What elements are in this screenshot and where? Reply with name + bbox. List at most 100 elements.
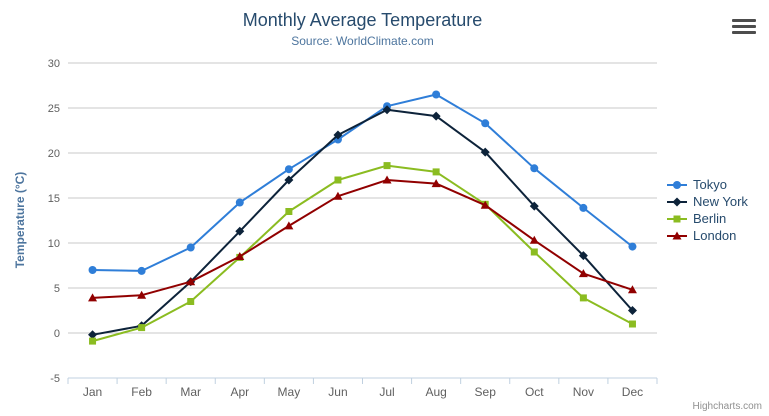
data-point	[334, 176, 342, 184]
data-point	[137, 290, 147, 299]
legend-item-new-york[interactable]: New York	[666, 193, 748, 210]
y-tick-label: 30	[48, 58, 60, 70]
legend-label: New York	[693, 194, 748, 209]
data-point	[579, 294, 587, 302]
y-axis-title: Temperature (°C)	[13, 171, 27, 269]
x-tick-label: Jan	[83, 385, 102, 399]
data-point	[628, 320, 636, 328]
data-point	[89, 337, 97, 345]
y-tick-label: 15	[48, 193, 60, 205]
data-point	[235, 252, 245, 260]
y-tick-label: 0	[54, 328, 60, 340]
data-point	[529, 201, 539, 211]
x-tick-label: Apr	[230, 385, 249, 399]
data-point	[672, 231, 682, 239]
legend-label: Berlin	[693, 211, 727, 226]
data-point	[432, 168, 440, 176]
diamond-legend-marker-icon	[667, 197, 687, 206]
data-point	[481, 119, 490, 128]
data-point	[88, 293, 98, 302]
data-point	[382, 105, 392, 115]
hamburger-bar	[732, 25, 756, 28]
series-tokyo[interactable]	[88, 90, 637, 275]
y-tick-label: 25	[48, 103, 60, 115]
square-legend-marker-icon	[667, 215, 687, 222]
legend: Tokyo New York Berlin London	[666, 176, 748, 244]
data-point	[628, 242, 637, 251]
data-point	[431, 179, 441, 188]
y-tick-label: -5	[50, 373, 60, 385]
data-point	[431, 111, 441, 121]
data-point	[530, 164, 539, 173]
series-new-york[interactable]	[88, 105, 637, 340]
data-point	[383, 162, 391, 170]
data-point	[235, 226, 245, 236]
x-axis-ticks	[67, 378, 658, 384]
x-tick-label: Nov	[573, 385, 594, 399]
data-point	[672, 197, 682, 206]
data-point	[88, 330, 98, 340]
data-point	[284, 221, 294, 230]
data-point	[627, 285, 637, 294]
series-line	[91, 179, 634, 299]
y-tick-label: 10	[48, 238, 60, 250]
x-tick-label: Dec	[622, 385, 643, 399]
hamburger-icon[interactable]	[732, 19, 756, 35]
y-tick-label: 5	[54, 283, 60, 295]
data-point	[284, 165, 293, 174]
y-tick-label: 20	[48, 148, 60, 160]
legend-item-london[interactable]: London	[666, 227, 748, 244]
y-axis-labels: -5 0 5 10 15 20 25 30	[48, 58, 60, 385]
data-point	[186, 243, 195, 252]
legend-label: Tokyo	[693, 177, 727, 192]
x-tick-label: Jun	[328, 385, 347, 399]
series-line	[91, 93, 634, 272]
legend-item-berlin[interactable]: Berlin	[666, 210, 748, 227]
data-point	[186, 277, 196, 286]
data-point	[530, 248, 538, 256]
data-point	[284, 175, 294, 185]
data-point	[480, 147, 490, 157]
data-point	[333, 191, 343, 200]
data-point	[578, 251, 588, 261]
hamburger-bar	[732, 31, 756, 34]
data-point	[673, 215, 681, 222]
data-point	[138, 324, 146, 332]
x-tick-label: Aug	[425, 385, 446, 399]
chart-subtitle: Source: WorldClimate.com	[291, 34, 434, 48]
data-point	[88, 266, 97, 274]
data-point	[578, 269, 588, 278]
series-line	[91, 108, 634, 336]
series-line	[91, 164, 634, 343]
data-point	[673, 180, 681, 189]
series-london[interactable]	[88, 175, 637, 302]
data-point	[480, 200, 490, 209]
y-gridlines	[68, 62, 657, 379]
data-point	[333, 130, 343, 140]
x-tick-label: Mar	[180, 385, 201, 399]
credits-link[interactable]: Highcharts.com	[692, 401, 762, 412]
circle-legend-marker-icon	[667, 180, 687, 189]
data-point	[529, 235, 539, 244]
data-point	[187, 298, 195, 305]
data-point	[382, 175, 392, 184]
hamburger-bar	[732, 19, 756, 22]
x-tick-label: Sep	[475, 385, 497, 399]
legend-item-tokyo[interactable]: Tokyo	[666, 176, 748, 193]
x-axis-labels: Jan Feb Mar Apr May Jun Jul Aug Sep Oct Nov Dec	[83, 385, 643, 399]
x-tick-label: Oct	[525, 385, 544, 399]
legend-label: London	[693, 228, 737, 243]
chart-title: Monthly Average Temperature	[242, 10, 483, 30]
data-point	[579, 203, 588, 212]
data-point	[285, 208, 293, 215]
x-tick-label: Feb	[131, 385, 152, 399]
data-point	[432, 90, 441, 99]
data-point	[627, 306, 637, 315]
x-tick-label: May	[278, 385, 301, 399]
data-point	[235, 198, 244, 207]
triangle-legend-marker-icon	[667, 231, 687, 239]
data-point	[137, 266, 146, 275]
x-tick-label: Jul	[379, 385, 394, 399]
